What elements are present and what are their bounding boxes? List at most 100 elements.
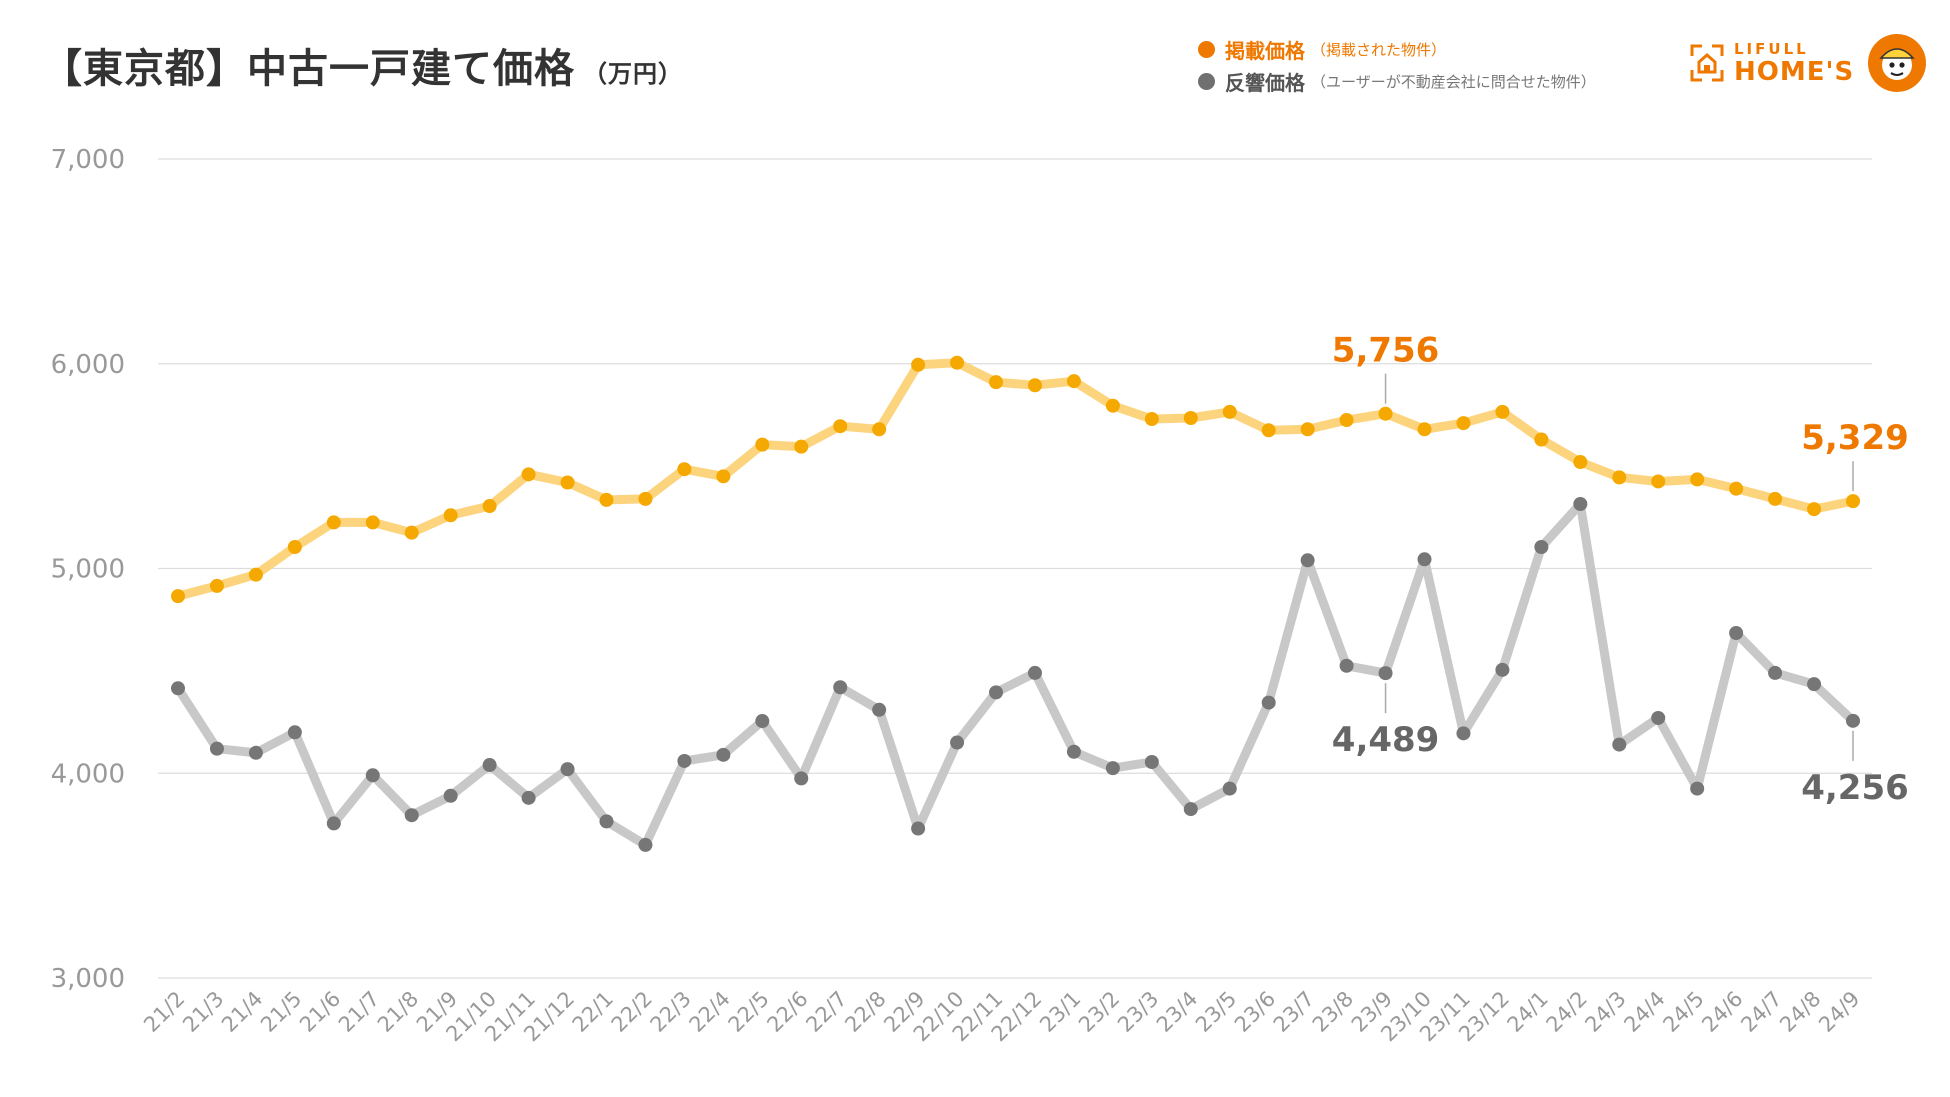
data-point-listed	[1261, 423, 1276, 438]
x-tick-label: 21/4	[217, 987, 267, 1037]
mascot-icon	[1868, 34, 1927, 92]
data-point-inquiry	[1105, 761, 1120, 776]
data-point-inquiry	[833, 680, 848, 695]
data-point-listed	[1417, 422, 1432, 437]
x-tick-label: 23/8	[1308, 987, 1358, 1037]
x-tick-label: 22/1	[568, 987, 618, 1037]
data-point-listed	[1807, 502, 1822, 517]
data-point-listed	[1339, 413, 1354, 428]
data-point-inquiry	[1261, 695, 1276, 710]
legend-name-listed: 掲載価格	[1225, 38, 1305, 63]
logo-text: LIFULL HOME'S	[1734, 39, 1855, 87]
data-point-inquiry	[872, 702, 887, 717]
data-point-inquiry	[1651, 710, 1666, 725]
data-point-listed	[248, 567, 263, 582]
data-point-inquiry	[1768, 665, 1783, 680]
data-point-listed	[1222, 404, 1237, 419]
x-tick-label: 24/4	[1619, 987, 1669, 1037]
data-point-inquiry	[443, 788, 458, 803]
data-point-inquiry	[1612, 737, 1627, 752]
series-line-inquiry	[173, 499, 1858, 850]
data-point-inquiry	[950, 735, 965, 750]
data-point-listed	[1768, 491, 1783, 506]
data-point-inquiry	[1027, 665, 1042, 680]
data-point-inquiry	[599, 814, 614, 829]
data-point-listed	[209, 578, 224, 593]
data-point-inquiry	[1066, 744, 1081, 759]
x-tick-label: 23/2	[1074, 987, 1124, 1037]
data-point-inquiry	[638, 837, 653, 852]
data-point-listed	[404, 525, 419, 540]
data-point-listed	[1105, 398, 1120, 413]
data-point-listed	[1027, 378, 1042, 393]
data-label-inquiry: 4,489	[1332, 720, 1440, 760]
data-point-inquiry	[521, 790, 536, 805]
chart-title: 【東京都】中古一戸建て価格 （万円）	[42, 36, 683, 94]
data-label-listed: 5,756	[1332, 331, 1440, 371]
data-point-inquiry	[1690, 781, 1705, 796]
x-tick-label: 24/7	[1736, 987, 1786, 1037]
x-tick-label: 24/9	[1814, 987, 1864, 1037]
x-tick-label: 21/8	[373, 987, 423, 1037]
data-point-listed	[716, 469, 731, 484]
data-point-listed	[599, 492, 614, 507]
x-tick-label: 24/5	[1658, 987, 1708, 1037]
data-point-listed	[989, 375, 1004, 390]
data-point-listed	[1534, 432, 1549, 447]
x-tick-label: 24/3	[1580, 987, 1630, 1037]
data-point-listed	[1846, 494, 1860, 509]
legend-dot-inquiry	[1198, 72, 1215, 90]
data-point-listed	[1378, 406, 1393, 421]
x-tick-label: 22/2	[607, 987, 657, 1037]
x-tick-label: 22/3	[646, 987, 696, 1037]
data-point-inquiry	[1378, 666, 1393, 681]
x-tick-label: 21/7	[334, 987, 384, 1037]
data-point-listed	[560, 475, 575, 490]
x-tick-label: 24/2	[1542, 987, 1592, 1037]
data-point-listed	[1495, 404, 1510, 419]
data-point-listed	[1066, 374, 1081, 389]
data-point-inquiry	[404, 808, 419, 823]
data-point-listed	[482, 499, 497, 514]
y-tick-label: 3,000	[51, 964, 125, 994]
data-point-inquiry	[365, 768, 380, 783]
data-point-listed	[1144, 412, 1159, 427]
legend-dot-listed	[1198, 40, 1215, 58]
legend-note-listed: （掲載された物件）	[1311, 40, 1447, 59]
data-point-inquiry	[1573, 497, 1588, 512]
x-tick-label: 21/5	[256, 987, 306, 1037]
data-point-inquiry	[1339, 658, 1354, 673]
data-label-listed: 5,329	[1801, 418, 1909, 458]
x-tick-label: 22/8	[840, 987, 890, 1037]
data-point-listed	[1690, 472, 1705, 487]
data-point-listed	[872, 422, 887, 437]
data-point-listed	[638, 491, 653, 506]
y-tick-label: 6,000	[51, 350, 125, 380]
data-point-inquiry	[1183, 802, 1198, 817]
data-point-inquiry	[209, 741, 224, 756]
data-point-listed	[1300, 422, 1315, 437]
logo-line1: LIFULL	[1734, 39, 1809, 58]
x-tick-label: 23/5	[1191, 987, 1241, 1037]
data-point-inquiry	[482, 758, 497, 773]
data-point-inquiry	[794, 771, 809, 786]
data-point-listed	[287, 540, 302, 555]
legend-name-inquiry: 反響価格	[1225, 70, 1305, 95]
logo-line2: HOME'S	[1734, 56, 1855, 87]
series-line-listed	[173, 358, 1858, 601]
lifull-homes-logo: LIFULL HOME'S	[1690, 34, 1927, 92]
x-tick-label: 22/6	[762, 987, 812, 1037]
y-tick-label: 7,000	[51, 145, 125, 175]
x-tick-label: 21/2	[139, 987, 189, 1037]
data-point-listed	[365, 515, 380, 530]
data-point-listed	[443, 508, 458, 523]
data-point-inquiry	[1456, 726, 1471, 741]
legend-item-listed: 掲載価格 （掲載された物件）	[1198, 34, 1596, 64]
x-tick-label: 22/7	[801, 987, 851, 1037]
data-point-inquiry	[755, 714, 770, 729]
x-tick-label: 22/4	[685, 987, 735, 1037]
data-point-inquiry	[171, 681, 185, 696]
x-tick-label: 24/1	[1503, 987, 1553, 1037]
data-point-listed	[326, 515, 341, 530]
data-point-listed	[755, 437, 770, 452]
